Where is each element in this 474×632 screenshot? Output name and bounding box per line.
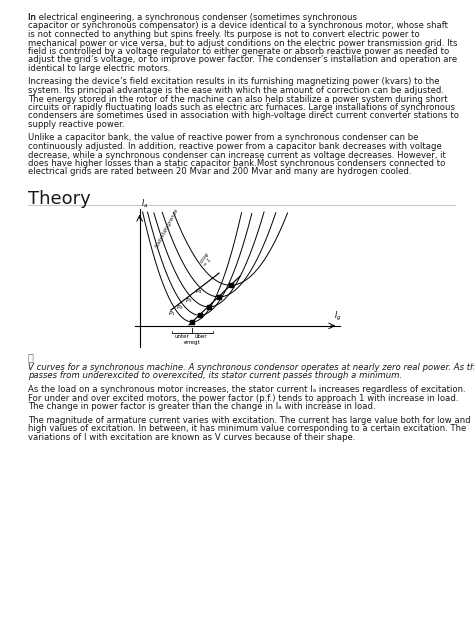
Text: supply reactive power.: supply reactive power. xyxy=(28,120,125,129)
Text: Unlike a capacitor bank, the value of reactive power from a synchronous condense: Unlike a capacitor bank, the value of re… xyxy=(28,133,419,142)
Text: $P_4$: $P_4$ xyxy=(195,288,203,296)
Text: $P_1$: $P_1$ xyxy=(168,308,176,317)
Text: über: über xyxy=(195,334,207,339)
Text: $P_3$: $P_3$ xyxy=(185,296,193,305)
Text: ⎙: ⎙ xyxy=(28,352,34,362)
Text: field is controlled by a voltage regulator to either generate or absorb reactive: field is controlled by a voltage regulat… xyxy=(28,47,449,56)
Text: $I_a$: $I_a$ xyxy=(141,198,148,210)
Text: $I_g$: $I_g$ xyxy=(334,310,342,322)
Text: identical to large electric motors.: identical to large electric motors. xyxy=(28,64,170,73)
Text: Stabilitätsgrenze: Stabilitätsgrenze xyxy=(155,207,181,249)
Text: high values of excitation. In between, it has minimum value corresponding to a c: high values of excitation. In between, i… xyxy=(28,425,466,434)
Text: In electrical engineering, a synchronous condenser (sometimes synchronous: In electrical engineering, a synchronous… xyxy=(28,13,357,22)
Text: The change in power factor is greater than the change in Iₐ with increase in loa: The change in power factor is greater th… xyxy=(28,403,375,411)
Text: does have higher losses than a static capacitor bank.Most synchronous condensers: does have higher losses than a static ca… xyxy=(28,159,446,168)
Text: unter: unter xyxy=(175,334,190,339)
Text: cosφ
= 1: cosφ = 1 xyxy=(199,251,215,267)
Text: Increasing the device’s field excitation results in its furnishing magnetizing p: Increasing the device’s field excitation… xyxy=(28,78,439,87)
Text: The energy stored in the rotor of the machine can also help stabilize a power sy: The energy stored in the rotor of the ma… xyxy=(28,95,447,104)
Text: continuously adjusted. In addition, reactive power from a capacitor bank decreas: continuously adjusted. In addition, reac… xyxy=(28,142,442,151)
Text: adjust the grid’s voltage, or to improve power factor. The condenser’s installat: adjust the grid’s voltage, or to improve… xyxy=(28,56,457,64)
Text: system. Its principal advantage is the ease with which the amount of correction : system. Its principal advantage is the e… xyxy=(28,86,444,95)
Text: is not connected to anything but spins freely. Its purpose is not to convert ele: is not connected to anything but spins f… xyxy=(28,30,420,39)
Text: passes from underexcited to overexcited, its stator current passes through a min: passes from underexcited to overexcited,… xyxy=(28,371,402,380)
Text: The magnitude of armature current varies with excitation. The current has large : The magnitude of armature current varies… xyxy=(28,416,471,425)
Text: V curves for a synchronous machine. A synchronous condensor operates at nearly z: V curves for a synchronous machine. A sy… xyxy=(28,363,474,372)
Text: decrease, while a synchronous condenser can increase current as voltage decrease: decrease, while a synchronous condenser … xyxy=(28,150,446,159)
Text: electrical grids are rated between 20 Mvar and 200 Mvar and many are hydrogen co: electrical grids are rated between 20 Mv… xyxy=(28,167,411,176)
Text: Theory: Theory xyxy=(28,190,91,208)
Text: variations of I with excitation are known as V curves because of their shape.: variations of I with excitation are know… xyxy=(28,433,356,442)
Text: As the load on a synchronous motor increases, the stator current Iₐ increases re: As the load on a synchronous motor incre… xyxy=(28,386,465,394)
Text: condensers are sometimes used in association with high-voltage direct current co: condensers are sometimes used in associa… xyxy=(28,111,459,121)
Text: capacitor or synchronous compensator) is a device identical to a synchronous mot: capacitor or synchronous compensator) is… xyxy=(28,21,448,30)
Text: circuits or rapidly fluctuating loads such as electric arc furnaces. Large insta: circuits or rapidly fluctuating loads su… xyxy=(28,103,455,112)
Text: erregt: erregt xyxy=(184,340,201,345)
Text: mechanical power or vice versa, but to adjust conditions on the electric power t: mechanical power or vice versa, but to a… xyxy=(28,39,457,47)
Text: In: In xyxy=(28,13,38,22)
Text: $P_2$: $P_2$ xyxy=(176,303,184,312)
Text: For under and over excited motors, the power factor (p.f.) tends to approach 1 w: For under and over excited motors, the p… xyxy=(28,394,458,403)
